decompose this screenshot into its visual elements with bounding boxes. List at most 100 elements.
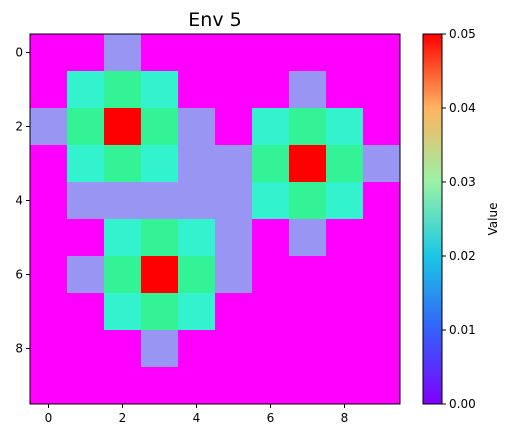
heatmap-cell bbox=[141, 71, 179, 109]
heatmap-cell bbox=[289, 330, 327, 368]
heatmap-cell bbox=[289, 219, 327, 257]
heatmap-cell bbox=[289, 256, 327, 294]
heatmap-cell bbox=[67, 367, 105, 405]
heatmap-cell bbox=[289, 108, 327, 146]
heatmap-cell bbox=[67, 293, 105, 331]
x-tick-label: 4 bbox=[193, 411, 201, 425]
heatmap-cell bbox=[252, 71, 290, 109]
heatmap-cell bbox=[30, 145, 68, 183]
heatmap-cell bbox=[141, 182, 179, 220]
heatmap-cell bbox=[104, 330, 142, 368]
heatmap-cell bbox=[215, 182, 253, 220]
colorbar-label: Value bbox=[486, 203, 500, 236]
heatmap-cell bbox=[67, 256, 105, 294]
heatmap-cell bbox=[178, 367, 216, 405]
heatmap-cell bbox=[363, 182, 401, 220]
heatmap-cell bbox=[178, 293, 216, 331]
heatmap-cell bbox=[30, 182, 68, 220]
heatmap-cell bbox=[141, 108, 179, 146]
heatmap-cell bbox=[104, 293, 142, 331]
heatmap-cell bbox=[178, 256, 216, 294]
heatmap-cell bbox=[178, 34, 216, 72]
colorbar-ticks: 0.00 0.01 0.02 0.03 0.04 0.05 bbox=[442, 27, 476, 411]
heatmap-cell bbox=[215, 71, 253, 109]
heatmap-cell bbox=[104, 182, 142, 220]
heatmap-cell bbox=[363, 330, 401, 368]
colorbar-tick-label: 0.01 bbox=[449, 323, 476, 337]
colorbar-tick-label: 0.03 bbox=[449, 175, 476, 189]
heatmap-cell bbox=[215, 256, 253, 294]
heatmap-cell bbox=[141, 145, 179, 183]
heatmap-cell bbox=[67, 145, 105, 183]
heatmap-cell bbox=[326, 108, 364, 146]
heatmap-cell bbox=[363, 293, 401, 331]
heatmap-cell bbox=[363, 71, 401, 109]
heatmap-cell bbox=[215, 145, 253, 183]
heatmap-cell bbox=[215, 108, 253, 146]
heatmap-cell bbox=[30, 330, 68, 368]
heatmap-cells bbox=[30, 34, 401, 405]
heatmap-cell bbox=[326, 182, 364, 220]
y-tick-label: 4 bbox=[15, 194, 23, 208]
heatmap-cell bbox=[252, 34, 290, 72]
heatmap-cell bbox=[104, 219, 142, 257]
heatmap-cell bbox=[141, 330, 179, 368]
heatmap-cell bbox=[30, 293, 68, 331]
heatmap-cell bbox=[252, 108, 290, 146]
heatmap-cell bbox=[178, 330, 216, 368]
heatmap-cell bbox=[104, 34, 142, 72]
heatmap-cell bbox=[67, 182, 105, 220]
colorbar-tick-label: 0.04 bbox=[449, 101, 476, 115]
colorbar-tick-label: 0.00 bbox=[449, 397, 476, 411]
heatmap-cell bbox=[67, 71, 105, 109]
heatmap-cell bbox=[178, 71, 216, 109]
heatmap-cell bbox=[30, 219, 68, 257]
heatmap-cell bbox=[104, 256, 142, 294]
heatmap-cell bbox=[326, 367, 364, 405]
heatmap-cell bbox=[289, 367, 327, 405]
heatmap-cell bbox=[363, 256, 401, 294]
heatmap-cell bbox=[178, 145, 216, 183]
x-axis: 0 2 4 6 8 bbox=[45, 404, 349, 425]
heatmap-cell bbox=[30, 367, 68, 405]
heatmap-cell bbox=[289, 34, 327, 72]
colorbar-tick-label: 0.05 bbox=[449, 27, 476, 41]
heatmap-cell bbox=[141, 256, 179, 294]
x-tick-label: 2 bbox=[119, 411, 127, 425]
heatmap-cell bbox=[363, 219, 401, 257]
heatmap-cell bbox=[178, 219, 216, 257]
heatmap-cell bbox=[67, 108, 105, 146]
heatmap-cell bbox=[141, 219, 179, 257]
heatmap-cell bbox=[289, 293, 327, 331]
heatmap-cell bbox=[30, 108, 68, 146]
heatmap-cell bbox=[252, 367, 290, 405]
heatmap-cell bbox=[252, 145, 290, 183]
heatmap-cell bbox=[326, 330, 364, 368]
heatmap-cell bbox=[215, 219, 253, 257]
heatmap-cell bbox=[215, 330, 253, 368]
heatmap-cell bbox=[104, 145, 142, 183]
heatmap-cell bbox=[289, 145, 327, 183]
heatmap-cell bbox=[30, 71, 68, 109]
heatmap-cell bbox=[363, 108, 401, 146]
heatmap-cell bbox=[215, 367, 253, 405]
heatmap-cell bbox=[215, 34, 253, 72]
plot-frame bbox=[29, 33, 401, 405]
heatmap-cell bbox=[289, 71, 327, 109]
colorbar bbox=[422, 33, 443, 405]
heatmap-cell bbox=[252, 256, 290, 294]
heatmap-cell bbox=[67, 34, 105, 72]
x-tick-label: 8 bbox=[341, 411, 349, 425]
y-tick-label: 2 bbox=[15, 120, 23, 134]
heatmap-cell bbox=[252, 219, 290, 257]
colorbar-tick-label: 0.02 bbox=[449, 249, 476, 263]
heatmap-cell bbox=[141, 367, 179, 405]
heatmap-cell bbox=[141, 34, 179, 72]
heatmap-cell bbox=[326, 256, 364, 294]
x-tick-label: 0 bbox=[45, 411, 53, 425]
heatmap-cell bbox=[326, 293, 364, 331]
chart-title: Env 5 bbox=[188, 9, 241, 31]
heatmap-cell bbox=[104, 108, 142, 146]
heatmap-cell bbox=[363, 34, 401, 72]
